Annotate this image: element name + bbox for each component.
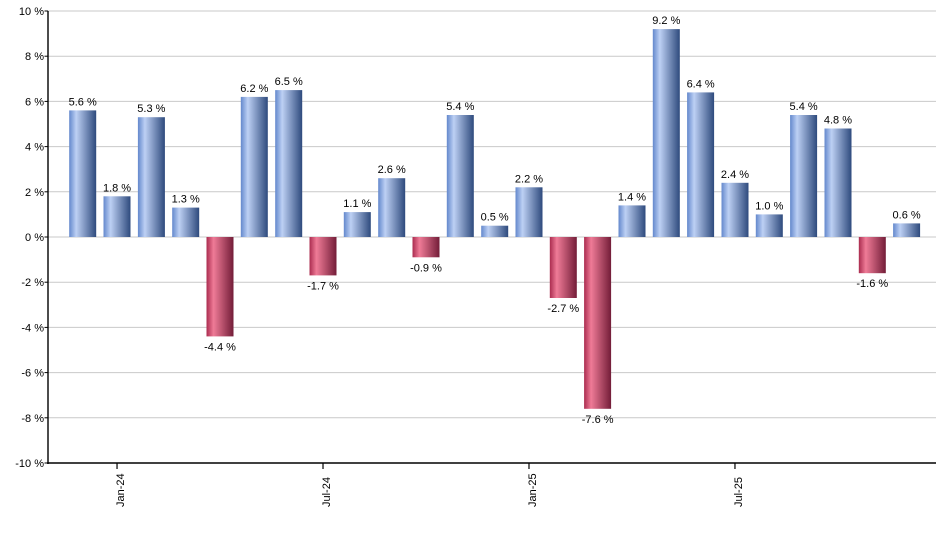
bar-value-label: 2.4 % [721,169,749,181]
y-tick-label: 6 % [25,96,44,108]
bar-value-label: 2.2 % [515,173,543,185]
positive-return-bar[interactable] [721,182,749,237]
positive-return-bar[interactable] [378,178,406,237]
y-tick-label: 10 % [19,6,44,18]
bar-value-label: 6.2 % [240,83,268,95]
bar-value-label: -2.7 % [547,303,579,315]
positive-return-bar[interactable] [343,212,371,237]
positive-return-bar[interactable] [652,29,680,237]
bar-value-label: -1.7 % [307,280,339,292]
negative-return-bar[interactable] [206,237,234,337]
positive-return-bar[interactable] [755,214,783,237]
bar-value-label: 9.2 % [652,15,680,27]
bar-value-label: -4.4 % [204,341,236,353]
bar-value-label: 0.6 % [893,209,921,221]
x-tick-label: Jul-25 [733,477,745,507]
bar-value-label: -0.9 % [410,262,442,274]
bar-value-label: 1.4 % [618,191,646,203]
positive-return-bar[interactable] [481,225,509,237]
positive-return-bar[interactable] [446,115,474,237]
bar-value-label: 0.5 % [481,212,509,224]
positive-return-bar[interactable] [618,205,646,237]
bar-value-label: 1.3 % [172,194,200,206]
bar-value-label: 6.4 % [687,78,715,90]
positive-return-bar[interactable] [69,110,97,237]
bar-value-label: 5.3 % [137,103,165,115]
x-tick-label: Jul-24 [321,477,333,507]
positive-return-bar[interactable] [172,207,200,237]
x-tick-label: Jan-25 [527,473,539,507]
y-tick-label: -6 % [21,368,44,380]
positive-return-bar[interactable] [103,196,131,237]
negative-return-bar[interactable] [412,237,440,258]
y-tick-label: 0 % [25,232,44,244]
positive-return-bar[interactable] [137,117,165,237]
bar-value-label: -7.6 % [582,414,614,426]
positive-return-bar[interactable] [893,223,921,237]
y-tick-label: -8 % [21,413,44,425]
bar-value-label: 1.0 % [755,200,783,212]
x-tick-label: Jan-24 [115,473,127,507]
y-tick-label: -4 % [21,322,44,334]
positive-return-bar[interactable] [824,128,852,238]
negative-return-bar[interactable] [549,237,577,298]
bar-value-label: 1.1 % [343,198,371,210]
bar-value-label: 5.4 % [446,101,474,113]
bar-value-label: 6.5 % [275,76,303,88]
bar-value-label: 5.4 % [790,101,818,113]
negative-return-bar[interactable] [309,237,337,276]
y-tick-label: 8 % [25,51,44,63]
bar-value-label: -1.6 % [856,278,888,290]
positive-return-bar[interactable] [790,115,818,237]
positive-return-bar[interactable] [515,187,543,237]
y-tick-label: 2 % [25,187,44,199]
positive-return-bar[interactable] [240,96,268,238]
positive-return-bar[interactable] [275,90,303,237]
bar-value-label: 2.6 % [378,164,406,176]
y-tick-label: 4 % [25,142,44,154]
positive-return-bar[interactable] [687,92,715,238]
negative-return-bar[interactable] [584,237,612,409]
bar-value-label: 1.8 % [103,182,131,194]
bar-value-label: 5.6 % [69,96,97,108]
bar-value-label: 4.8 % [824,115,852,127]
negative-return-bar[interactable] [858,237,886,274]
y-tick-label: -2 % [21,277,44,289]
y-tick-label: -10 % [15,458,44,470]
